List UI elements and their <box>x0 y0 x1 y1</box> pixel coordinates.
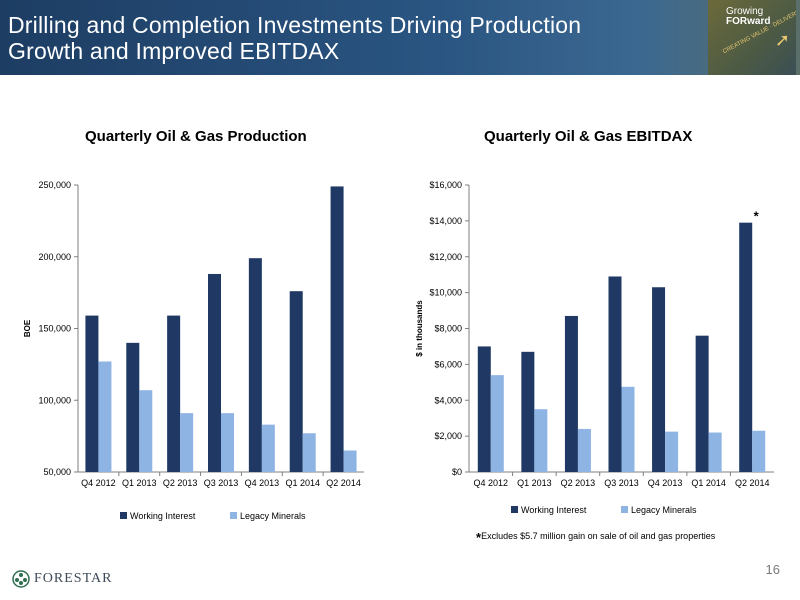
ebitdax-bar-legacy-minerals <box>577 428 591 472</box>
slide-header: Drilling and Completion Investments Driv… <box>0 0 800 75</box>
production-x-tick-label: Q4 2013 <box>245 478 280 488</box>
tree-icon <box>12 570 30 588</box>
production-x-tick-label: Q4 2012 <box>81 478 116 488</box>
production-x-tick-label: Q2 2013 <box>163 478 198 488</box>
ebitdax-bar-legacy-minerals <box>752 430 766 472</box>
production-x-tick-label: Q3 2013 <box>204 478 239 488</box>
production-x-tick-label: Q2 2014 <box>326 478 361 488</box>
ebitdax-bar-working-interest <box>652 287 666 472</box>
logo-line-1: Growing <box>726 6 764 17</box>
production-legend-swatch <box>230 512 237 519</box>
production-chart: 50,000 100,000 150,000 200,000 250,000 BOE Q4 … <box>23 180 364 521</box>
ebitdax-y-tick-label: $8,000 <box>434 324 462 334</box>
production-chart-title: Quarterly Oil & Gas Production <box>85 128 307 145</box>
ebitdax-x-tick-label: Q1 2014 <box>691 478 726 488</box>
ebitdax-y-tick-label: $2,000 <box>434 431 462 441</box>
ebitdax-bar-working-interest <box>564 315 578 472</box>
production-bar-working-interest <box>167 315 181 472</box>
production-y-tick-label: 200,000 <box>38 252 71 262</box>
production-y-tick-label: 150,000 <box>38 324 71 334</box>
production-y-tick-label: 100,000 <box>38 395 71 405</box>
ebitdax-y-axis-label: $ in thousands <box>415 300 424 357</box>
production-bar-legacy-minerals <box>98 361 112 472</box>
ebitdax-bar-legacy-minerals <box>534 409 548 472</box>
slide-title: Drilling and Completion Investments Driv… <box>8 12 581 64</box>
production-bar-working-interest <box>289 291 303 472</box>
ebitdax-chart: $0 $2,000 $4,000 $6,000 $8,000 $10,000 $12,000… <box>415 180 774 515</box>
production-bar-legacy-minerals <box>139 390 153 472</box>
ebitdax-x-tick-label: Q2 2013 <box>561 478 596 488</box>
logo-line-2: FORward <box>726 16 771 27</box>
production-bar-working-interest <box>126 342 140 472</box>
ebitdax-y-tick-label: $16,000 <box>429 180 462 190</box>
production-y-axis-label: BOE <box>23 319 32 337</box>
production-bar-working-interest <box>208 273 221 472</box>
ebitdax-y-tick-label: $14,000 <box>429 216 462 226</box>
production-y-tick-label: 50,000 <box>43 467 71 477</box>
ebitdax-x-tick-label: Q2 2014 <box>735 478 770 488</box>
ebitdax-y-tick-label: $4,000 <box>434 395 462 405</box>
production-bar-legacy-minerals <box>221 413 234 472</box>
ebitdax-annotation: * <box>754 209 760 224</box>
production-bar-working-interest <box>330 186 344 472</box>
footnote: *Excludes $5.7 million gain on sale of o… <box>476 530 715 545</box>
slide-title-line-2: Growth and Improved EBITDAX <box>8 38 340 64</box>
footnote-text: Excludes $5.7 million gain on sale of oi… <box>481 531 716 541</box>
arrow-icon: ➚ <box>774 30 790 50</box>
production-legend-label: Legacy Minerals <box>240 511 306 521</box>
ebitdax-bar-working-interest <box>477 346 491 472</box>
production-x-tick-label: Q1 2014 <box>285 478 320 488</box>
page-number: 16 <box>765 562 780 577</box>
production-bar-legacy-minerals <box>302 433 316 472</box>
company-name: FORESTAR <box>34 571 113 586</box>
ebitdax-y-tick-label: $12,000 <box>429 252 462 262</box>
ebitdax-x-tick-label: Q4 2012 <box>474 478 509 488</box>
production-bar-legacy-minerals <box>343 450 357 472</box>
ebitdax-x-tick-label: Q3 2013 <box>604 478 639 488</box>
footnote-star: * <box>476 530 482 545</box>
ebitdax-chart-title: Quarterly Oil & Gas EBITDAX <box>484 128 693 145</box>
production-legend-swatch <box>120 512 127 519</box>
ebitdax-bar-working-interest <box>608 276 622 472</box>
ebitdax-y-tick-label: $6,000 <box>434 359 462 369</box>
ebitdax-legend-label: Legacy Minerals <box>631 505 697 515</box>
ebitdax-bar-legacy-minerals <box>490 375 504 472</box>
ebitdax-bar-legacy-minerals <box>708 432 722 472</box>
ebitdax-bar-legacy-minerals <box>665 431 679 472</box>
production-bar-legacy-minerals <box>180 413 194 472</box>
ebitdax-y-tick-label: $0 <box>452 467 462 477</box>
slide-title-line-1: Drilling and Completion Investments Driv… <box>8 12 582 38</box>
production-legend-label: Working Interest <box>130 511 196 521</box>
production-bar-legacy-minerals <box>261 424 275 472</box>
ebitdax-bar-working-interest <box>521 351 535 472</box>
ebitdax-x-tick-label: Q4 2013 <box>648 478 683 488</box>
ebitdax-bar-working-interest <box>695 335 709 472</box>
production-bar-working-interest <box>85 315 99 472</box>
ebitdax-legend-label: Working Interest <box>521 505 587 515</box>
ebitdax-legend-swatch <box>621 506 628 513</box>
ebitdax-legend-swatch <box>511 506 518 513</box>
growing-forward-logo: Growing FORward ➚ CREATING VALUE · DELIV… <box>708 0 796 75</box>
ebitdax-bar-working-interest <box>739 222 753 472</box>
production-x-tick-label: Q1 2013 <box>122 478 157 488</box>
forestar-logo: FORESTAR <box>12 570 112 588</box>
production-bar-working-interest <box>248 258 262 472</box>
ebitdax-x-tick-label: Q1 2013 <box>517 478 552 488</box>
production-y-tick-label: 250,000 <box>38 180 71 190</box>
ebitdax-bar-legacy-minerals <box>621 386 635 472</box>
ebitdax-y-tick-label: $10,000 <box>429 288 462 298</box>
